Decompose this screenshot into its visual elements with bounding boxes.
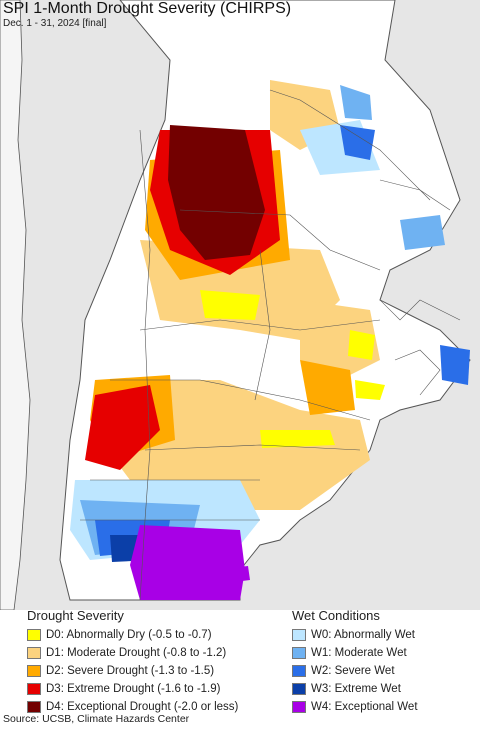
legend-item-d0: D0: Abnormally Dry (-0.5 to -0.7) bbox=[27, 626, 238, 644]
w1-area-paraguay bbox=[340, 85, 372, 120]
map-subtitle: Dec. 1 - 31, 2024 [final] bbox=[3, 18, 107, 29]
legend-label-d4: D4: Exceptional Drought (-2.0 or less) bbox=[46, 701, 239, 713]
legend-label-d3: D3: Extreme Drought (-1.6 to -1.9) bbox=[46, 683, 221, 695]
d4-area bbox=[168, 125, 265, 260]
legend-swatch-w2 bbox=[292, 665, 306, 677]
legend-item-d3: D3: Extreme Drought (-1.6 to -1.9) bbox=[27, 680, 238, 698]
legend-item-d2: D2: Severe Drought (-1.3 to -1.5) bbox=[27, 662, 238, 680]
wet-legend: Wet Conditions W0: Abnormally Wet W1: Mo… bbox=[292, 608, 418, 716]
province-boundaries bbox=[80, 89, 461, 601]
w4-area-south bbox=[130, 525, 245, 600]
legend-item-w4: W4: Exceptional Wet bbox=[292, 698, 418, 716]
legend-label-d1: D1: Moderate Drought (-0.8 to -1.2) bbox=[46, 647, 227, 659]
legend-swatch-w0 bbox=[292, 629, 306, 641]
legend-label-w1: W1: Moderate Wet bbox=[311, 647, 407, 659]
w4-area-peninsula bbox=[232, 566, 250, 582]
legend-item-w2: W2: Severe Wet bbox=[292, 662, 418, 680]
legend-label-d0: D0: Abnormally Dry (-0.5 to -0.7) bbox=[46, 629, 212, 641]
legend-swatch-w3 bbox=[292, 683, 306, 695]
d0-patch-3 bbox=[355, 380, 385, 400]
d0-patch-2 bbox=[348, 330, 375, 360]
d0-patch-1 bbox=[200, 290, 260, 320]
legend-swatch-d4 bbox=[27, 701, 41, 713]
legend-label-w2: W2: Severe Wet bbox=[311, 665, 395, 677]
legend-label-d2: D2: Severe Drought (-1.3 to -1.5) bbox=[46, 665, 215, 677]
pacific-coast bbox=[0, 0, 31, 610]
d1-area-east bbox=[300, 300, 380, 380]
legend-swatch-d2 bbox=[27, 665, 41, 677]
map-title: SPI 1-Month Drought Severity (CHIRPS) bbox=[3, 0, 292, 17]
w1-area-east bbox=[400, 215, 445, 250]
legend-swatch-w1 bbox=[292, 647, 306, 659]
d0-patch-4 bbox=[260, 430, 335, 448]
legend-item-d4: D4: Exceptional Drought (-2.0 or less) bbox=[27, 698, 238, 716]
legend-label-w4: W4: Exceptional Wet bbox=[311, 701, 418, 713]
legend-label-w3: W3: Extreme Wet bbox=[311, 683, 401, 695]
legend-label-w0: W0: Abnormally Wet bbox=[311, 629, 415, 641]
legend-swatch-d1 bbox=[27, 647, 41, 659]
d2-area-east bbox=[300, 360, 355, 415]
d3-area-west bbox=[85, 385, 160, 470]
w2-area-uruguay bbox=[440, 345, 470, 385]
legend-swatch-d3 bbox=[27, 683, 41, 695]
drought-legend: Drought Severity D0: Abnormally Dry (-0.… bbox=[27, 608, 238, 716]
source-credit: Source: UCSB, Climate Hazards Center bbox=[3, 713, 190, 725]
legend-item-w3: W3: Extreme Wet bbox=[292, 680, 418, 698]
legend-item-w1: W1: Moderate Wet bbox=[292, 644, 418, 662]
w2-area-paraguay bbox=[340, 125, 375, 160]
legend-item-w0: W0: Abnormally Wet bbox=[292, 626, 418, 644]
legend-item-d1: D1: Moderate Drought (-0.8 to -1.2) bbox=[27, 644, 238, 662]
legend-swatch-w4 bbox=[292, 701, 306, 713]
legend-swatch-d0 bbox=[27, 629, 41, 641]
wet-legend-title: Wet Conditions bbox=[292, 608, 380, 623]
drought-legend-title: Drought Severity bbox=[27, 608, 124, 623]
drought-map bbox=[0, 0, 480, 610]
